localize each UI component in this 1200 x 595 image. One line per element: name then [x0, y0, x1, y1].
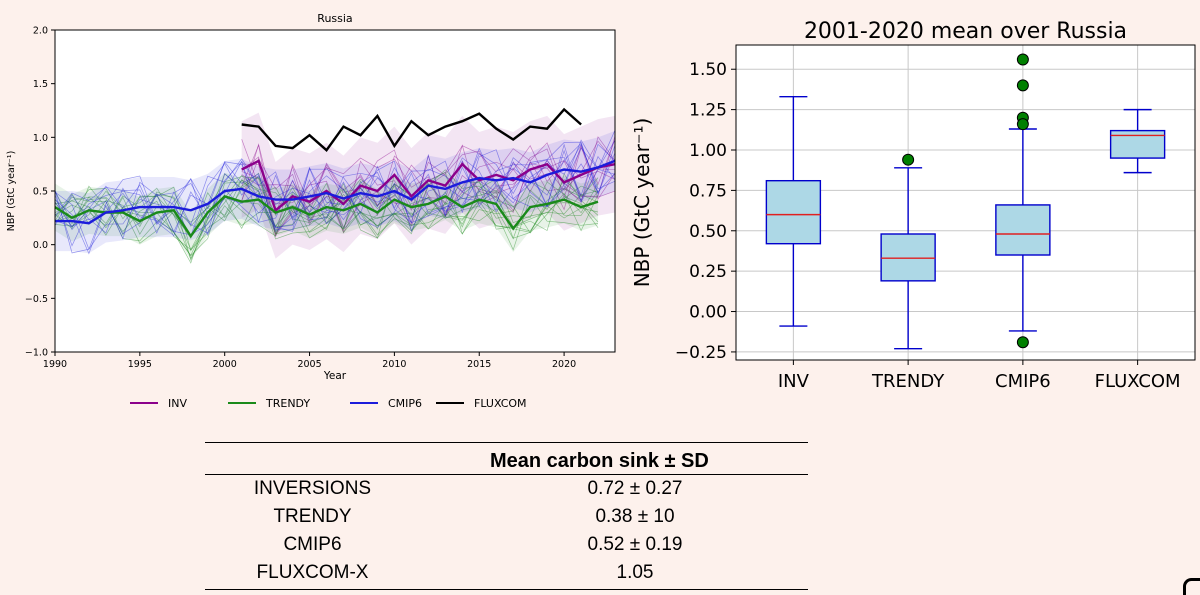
table-row: TRENDY 0.38 ± 10: [205, 506, 808, 534]
ensemble-line-inv: [241, 145, 616, 237]
uncertainty-band-cmip6: [55, 130, 615, 254]
ensemble-line-cmip6: [54, 143, 616, 236]
row-value: 0.52 ± 0.19: [587, 534, 683, 555]
row-name: INVERSIONS: [253, 478, 372, 499]
y-tick-label: 1.5: [33, 79, 48, 90]
chart-title: Russia: [317, 12, 352, 25]
plot-background: [55, 30, 615, 352]
y-tick-label: −0.25: [675, 343, 727, 363]
outlier-point: [1016, 53, 1029, 66]
table-header-rule: [205, 474, 808, 475]
x-axis-label: Year: [323, 370, 347, 382]
x-tick-label: TRENDY: [871, 371, 945, 392]
ensemble-line-trendy: [54, 180, 599, 251]
box-chart-panel: −0.25 0.00 0.25 0.50 0.75 1.00 1.25 1.50 INV TREN…: [625, 0, 1200, 420]
y-tick-label: 1.0: [33, 133, 48, 144]
ensemble-line-trendy: [54, 172, 599, 251]
y-tick-label: 1.25: [689, 101, 727, 121]
legend-label: INV: [168, 397, 187, 410]
x-tick-label: 2015: [467, 359, 491, 370]
outlier-point: [1016, 336, 1029, 349]
ensemble-line-trendy: [54, 177, 599, 257]
series-line-fluxcom: [241, 107, 582, 152]
box-fluxcom: [1109, 129, 1166, 159]
row-name: FLUXCOM-X: [256, 562, 369, 583]
ensemble-line-trendy: [54, 173, 599, 262]
series-line-cmip6: [55, 159, 616, 225]
y-tick-label: 0.0: [33, 240, 48, 251]
ensemble-line-cmip6: [54, 129, 616, 250]
x-tick-label: 1995: [128, 359, 152, 370]
outlier-point: [1016, 118, 1029, 131]
y-tick-label: −0.5: [25, 294, 48, 305]
row-name: CMIP6: [283, 534, 342, 555]
table-header: Mean carbon sink ± SD: [490, 450, 709, 472]
y-tick-label: −1.0: [25, 348, 48, 359]
x-tick-label: 2020: [552, 359, 576, 370]
y-tick-label: 0.75: [689, 181, 727, 201]
y-tick-label: 0.50: [689, 222, 727, 242]
ensemble-line-inv: [241, 144, 616, 235]
table-row: INVERSIONS 0.72 ± 0.27: [205, 478, 808, 506]
y-tick-label: 0.25: [689, 262, 727, 282]
y-tick-label: 0.5: [33, 187, 48, 198]
ensemble-line-inv: [241, 144, 616, 234]
ensemble-line-inv: [241, 135, 616, 236]
x-tick-label: 2000: [213, 359, 237, 370]
ensemble-line-trendy: [54, 169, 599, 264]
row-name: TRENDY: [273, 506, 352, 527]
series-line-trendy: [54, 195, 599, 239]
legend-label: FLUXCOM: [474, 397, 527, 410]
plot-frame: [735, 44, 1196, 361]
chart-title: 2001-2020 mean over Russia: [804, 19, 1127, 44]
x-tick-label: 2005: [297, 359, 321, 370]
table-row: CMIP6 0.52 ± 0.19: [205, 534, 808, 562]
box-trendy: [880, 233, 936, 282]
box-inv: [765, 179, 822, 245]
ensemble-line-trendy: [54, 171, 599, 242]
series-line-inv: [241, 159, 616, 213]
table-row: FLUXCOM-X 1.05: [205, 562, 808, 590]
line-chart: −1.0 −0.5 0.0 0.5 1.0 1.5 2.0 1990 1995 2000 2005 2…: [6, 12, 616, 410]
x-tick-label: 2010: [382, 359, 406, 370]
ensemble-line-inv: [241, 140, 616, 225]
x-tick-label: CMIP6: [995, 371, 1051, 392]
ensemble-line-inv: [241, 139, 616, 223]
ensemble-line-trendy: [54, 173, 599, 256]
outlier-point: [902, 153, 915, 166]
line-chart-panel: −1.0 −0.5 0.0 0.5 1.0 1.5 2.0 1990 1995 2000 2005 2…: [0, 0, 620, 425]
ensemble-line-cmip6: [54, 143, 616, 234]
outlier-point: [1016, 79, 1029, 92]
y-tick-label: 1.00: [689, 141, 727, 161]
x-tick-label: INV: [778, 371, 810, 392]
box-cmip6: [995, 204, 1051, 256]
table-bottom-rule: [205, 589, 808, 590]
y-tick-label: 0.00: [689, 303, 727, 323]
summary-table: Mean carbon sink ± SD INVERSIONS 0.72 ± …: [205, 440, 810, 590]
y-axis-label: NBP (GtC year⁻¹): [6, 151, 17, 232]
row-value: 0.72 ± 0.27: [587, 478, 683, 499]
y-axis-label: NBP (GtC year⁻¹): [630, 118, 654, 288]
x-tick-label: FLUXCOM: [1095, 371, 1181, 392]
x-tick-label: 1990: [43, 359, 67, 370]
row-value: 1.05: [616, 562, 654, 583]
ensemble-line-trendy: [54, 178, 599, 260]
y-tick-label: 2.0: [33, 26, 48, 37]
table-top-rule: [205, 442, 808, 443]
legend-label: CMIP6: [388, 397, 422, 410]
ensemble-line-cmip6: [54, 140, 616, 255]
ensemble-line-trendy: [54, 178, 599, 239]
box-chart: −0.25 0.00 0.25 0.50 0.75 1.00 1.25 1.50 INV TREN…: [630, 19, 1196, 392]
corner-curve-icon: [1183, 578, 1200, 595]
ensemble-line-trendy: [54, 184, 599, 239]
legend-label: TRENDY: [265, 397, 310, 410]
y-tick-label: 1.50: [689, 60, 727, 80]
row-value: 0.38 ± 10: [595, 506, 675, 527]
